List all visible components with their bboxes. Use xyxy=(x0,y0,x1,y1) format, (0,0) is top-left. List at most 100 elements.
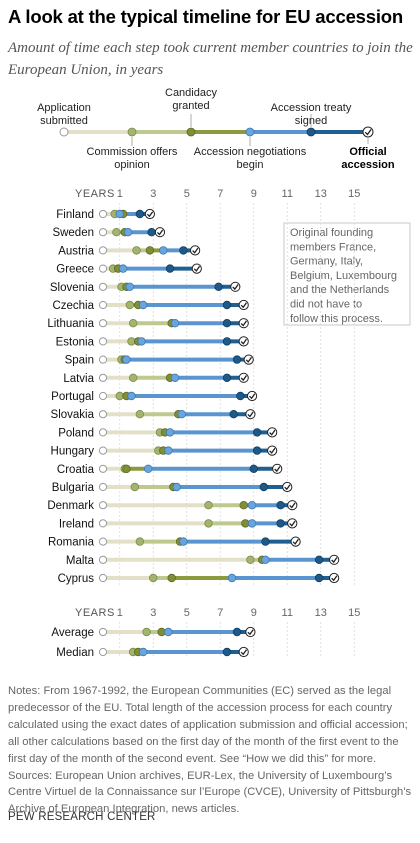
commission-opinion-marker xyxy=(204,501,213,510)
row-label: Portugal xyxy=(51,391,94,403)
x-tick-label: 1 xyxy=(117,607,123,619)
treaty-marker xyxy=(222,319,232,328)
official-accession-marker xyxy=(287,518,298,529)
treaty-marker xyxy=(222,373,232,382)
x-tick-label: 11 xyxy=(282,607,293,619)
row-label: Bulgaria xyxy=(52,482,95,494)
treaty-marker xyxy=(236,391,245,401)
negotiations-marker xyxy=(261,555,270,564)
candidacy-marker xyxy=(122,464,131,473)
check-icon xyxy=(192,247,199,254)
x-tick-label: 5 xyxy=(184,607,190,619)
official-accession-marker xyxy=(238,336,249,347)
treaty-marker xyxy=(249,464,258,473)
check-icon xyxy=(240,320,247,327)
row-label: Median xyxy=(56,647,94,659)
x-tick-label: 13 xyxy=(315,188,327,200)
check-icon xyxy=(284,484,291,491)
check-icon xyxy=(156,229,164,236)
negotiations-marker xyxy=(127,391,136,401)
row-label: Finland xyxy=(56,209,94,221)
application-marker xyxy=(98,373,108,382)
row-label: Croatia xyxy=(57,464,95,476)
check-icon xyxy=(269,429,276,436)
application-marker xyxy=(98,209,108,219)
treaty-marker xyxy=(276,501,285,510)
annotation-border xyxy=(283,222,411,326)
treaty-marker xyxy=(252,428,262,437)
row-bulgaria: Bulgaria xyxy=(52,481,293,494)
legend-negotiations-label: Accession negotiations begin xyxy=(194,146,307,171)
application-marker xyxy=(98,264,108,273)
row-label: Spain xyxy=(65,355,94,367)
check-icon xyxy=(232,284,239,291)
official-accession-marker xyxy=(238,646,249,658)
check-icon xyxy=(364,129,372,136)
official-accession-marker xyxy=(190,245,201,256)
x-tick-label: 15 xyxy=(348,188,360,200)
row-median: Median xyxy=(56,646,249,659)
row-poland: Poland xyxy=(58,427,278,439)
commission-opinion-marker xyxy=(128,319,138,328)
x-tick-label: 1 xyxy=(117,188,123,200)
negotiations-marker xyxy=(138,300,148,310)
treaty-marker xyxy=(135,209,145,219)
negotiations-marker xyxy=(247,501,257,510)
application-marker xyxy=(98,573,108,583)
row-croatia: Croatia xyxy=(57,463,283,476)
official-accession-marker xyxy=(154,227,166,238)
commission-opinion-marker xyxy=(149,573,158,583)
application-marker xyxy=(98,501,108,510)
commission-opinion-marker xyxy=(112,227,121,237)
application-marker xyxy=(98,355,108,364)
negotiations-marker xyxy=(115,209,124,219)
treaty-marker xyxy=(165,264,175,273)
application-marker xyxy=(98,647,108,657)
application-marker xyxy=(98,391,108,401)
x-tick-label: 3 xyxy=(150,607,156,619)
treaty-marker xyxy=(229,410,238,419)
application-marker xyxy=(98,228,108,237)
summary-rows: Average Median xyxy=(51,626,256,659)
treaty-marker xyxy=(259,482,268,492)
x-tick-label: 11 xyxy=(282,188,293,200)
row-label: Latvia xyxy=(63,373,94,385)
official-accession-marker xyxy=(282,481,293,493)
check-icon xyxy=(289,502,296,509)
check-icon xyxy=(240,375,247,382)
row-slovenia: Slovenia xyxy=(50,281,241,294)
check-icon xyxy=(274,466,281,473)
legend-candidacy-marker xyxy=(186,127,196,137)
official-accession-marker xyxy=(144,208,155,220)
row-label: Sweden xyxy=(52,227,94,239)
candidacy-marker xyxy=(239,501,248,510)
treaty-marker xyxy=(314,573,324,583)
check-icon xyxy=(331,557,338,564)
row-czechia: Czechia xyxy=(52,299,249,312)
check-icon xyxy=(331,575,338,582)
x-tick-label: 13 xyxy=(315,607,327,619)
application-marker xyxy=(98,428,108,437)
row-slovakia: Slovakia xyxy=(51,409,256,421)
application-marker xyxy=(98,519,108,528)
row-cyprus: Cyprus xyxy=(58,572,340,585)
legend-application-label: Application submitted xyxy=(37,102,91,127)
chart-title: A look at the typical timeline for EU ac… xyxy=(8,6,403,27)
commission-opinion-marker xyxy=(246,555,255,564)
row-label: Denmark xyxy=(47,500,94,512)
row-denmark: Denmark xyxy=(47,500,298,512)
application-marker xyxy=(98,627,108,637)
x-tick-label: 15 xyxy=(348,607,360,619)
negotiations-marker xyxy=(247,519,257,528)
treaty-marker xyxy=(261,537,270,546)
negotiations-marker xyxy=(179,537,188,546)
treaty-marker xyxy=(214,282,223,291)
application-marker xyxy=(98,300,108,310)
negotiations-marker xyxy=(137,337,146,346)
application-marker xyxy=(98,555,108,564)
row-portugal: Portugal xyxy=(51,390,258,403)
row-label: Slovakia xyxy=(51,409,95,421)
treaty-marker xyxy=(232,355,242,364)
official-accession-marker xyxy=(287,500,298,511)
commission-opinion-marker xyxy=(204,519,213,528)
